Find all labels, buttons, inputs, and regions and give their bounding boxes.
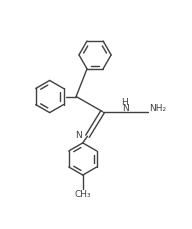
Text: NH₂: NH₂ [149,104,166,113]
Text: N: N [122,104,129,113]
Text: H: H [121,98,128,107]
Text: CH₃: CH₃ [74,190,91,199]
Text: N: N [76,131,82,140]
